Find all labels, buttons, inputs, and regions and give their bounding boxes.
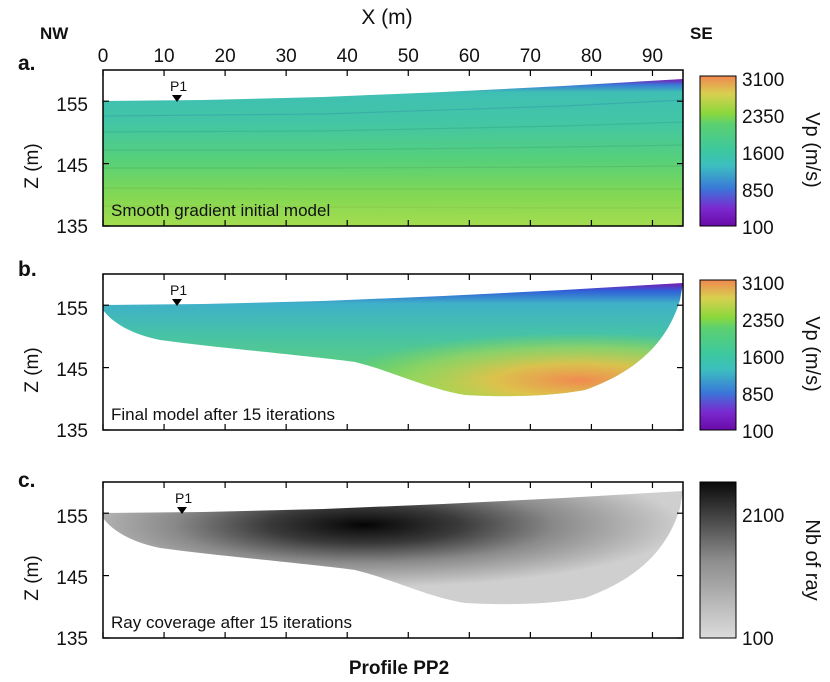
panel-c-caption: Ray coverage after 15 iterations (111, 613, 352, 632)
panel-a-frame (102, 69, 684, 227)
y-tick-label: 135 (56, 629, 88, 650)
panel-a-yticks: 155 145 135 (56, 95, 88, 238)
colorbar-tick-label: 100 (742, 218, 774, 239)
panel-b-letter: b. (18, 258, 37, 281)
colorbar-tick-label: 3100 (742, 70, 784, 91)
colorbar-tick-label: 3100 (742, 274, 784, 295)
p1-marker-label: P1 (170, 282, 187, 298)
y-tick-label: 155 (56, 95, 88, 116)
p1-marker-label: P1 (170, 78, 187, 94)
y-tick-label: 135 (56, 421, 88, 442)
panel-c-ray-coverage (103, 491, 683, 605)
panel-c-frame (102, 481, 684, 639)
colorbar-b-label: Vp (m/s) (801, 316, 823, 392)
colorbar-a-label: Vp (m/s) (801, 112, 823, 188)
p1-marker-icon (177, 507, 187, 514)
panel-a-caption: Smooth gradient initial model (111, 201, 330, 220)
panel-c-axis-ticks (102, 482, 683, 639)
panel-a-ylabel: Z (m) (22, 143, 43, 188)
panel-c-ylabel: Z (m) (22, 555, 43, 600)
y-tick-label: 145 (56, 156, 88, 177)
colorbar-tick-label: 850 (742, 385, 774, 406)
x-tick-label: 80 (581, 46, 602, 67)
colorbar-tick-label: 100 (742, 422, 774, 443)
y-tick-label: 145 (56, 360, 88, 381)
panel-a-layer-lines (102, 99, 684, 209)
y-tick-label: 155 (56, 507, 88, 528)
panel-c: c. Z (m) 155 145 135 P1 Ray coverage aft… (18, 469, 684, 650)
colorbar-tick-label: 2350 (742, 311, 784, 332)
colorbar-c-label: Nb of ray (801, 519, 823, 600)
panel-b-ylabel: Z (m) (22, 347, 43, 392)
panel-a-velocity-field (103, 79, 683, 226)
colorbar-tick-label: 850 (742, 181, 774, 202)
colorbar-a-bar (699, 75, 737, 227)
x-tick-label: 90 (642, 46, 663, 67)
y-tick-label: 145 (56, 568, 88, 589)
orient-nw-label: NW (40, 24, 69, 43)
panel-b-caption: Final model after 15 iterations (111, 405, 335, 424)
p1-marker-icon (172, 95, 182, 102)
p1-marker-label: P1 (175, 490, 192, 506)
x-tick-label: 60 (459, 46, 480, 67)
colorbar-tick-label: 2350 (742, 107, 784, 128)
panel-b: b. Z (m) 155 145 135 P1 Final model afte… (18, 258, 684, 442)
panel-b-high-velocity-zone (103, 283, 683, 397)
x-tick-label: 10 (153, 46, 174, 67)
y-tick-label: 155 (56, 299, 88, 320)
colorbar-b-bar (699, 279, 737, 431)
panel-c-yticks: 155 145 135 (56, 507, 88, 650)
panel-a-axis-ticks (102, 70, 683, 227)
orient-se-label: SE (690, 24, 713, 43)
profile-footer: Profile PP2 (349, 658, 449, 679)
x-tick-labels: 0 10 20 30 40 50 60 70 80 90 (98, 46, 663, 67)
x-tick-label: 40 (337, 46, 358, 67)
panel-a: a. Z (m) 155 145 135 P1 Smooth gradient … (18, 52, 684, 238)
colorbar-a: 3100 2350 1600 850 100 Vp (m/s) (699, 70, 823, 239)
panel-b-yticks: 155 145 135 (56, 299, 88, 442)
colorbar-tick-label: 100 (742, 629, 774, 650)
colorbar-c: 2100 100 Nb of ray (699, 481, 823, 650)
colorbar-tick-label: 2100 (742, 506, 784, 527)
x-tick-label: 50 (398, 46, 419, 67)
colorbar-tick-label: 1600 (742, 144, 784, 165)
x-axis-label: X (m) (361, 6, 412, 29)
x-tick-label: 0 (98, 46, 109, 67)
panel-c-letter: c. (18, 469, 36, 492)
p1-marker-icon (172, 299, 182, 306)
panel-b-axis-ticks (102, 274, 683, 431)
panel-a-letter: a. (18, 52, 36, 75)
y-tick-label: 135 (56, 217, 88, 238)
panel-b-frame (102, 273, 684, 431)
x-tick-label: 70 (520, 46, 541, 67)
colorbar-b: 3100 2350 1600 850 100 Vp (m/s) (699, 274, 823, 443)
colorbar-tick-label: 1600 (742, 348, 784, 369)
x-tick-label: 20 (215, 46, 236, 67)
x-tick-label: 30 (276, 46, 297, 67)
colorbar-c-bar (699, 481, 737, 639)
